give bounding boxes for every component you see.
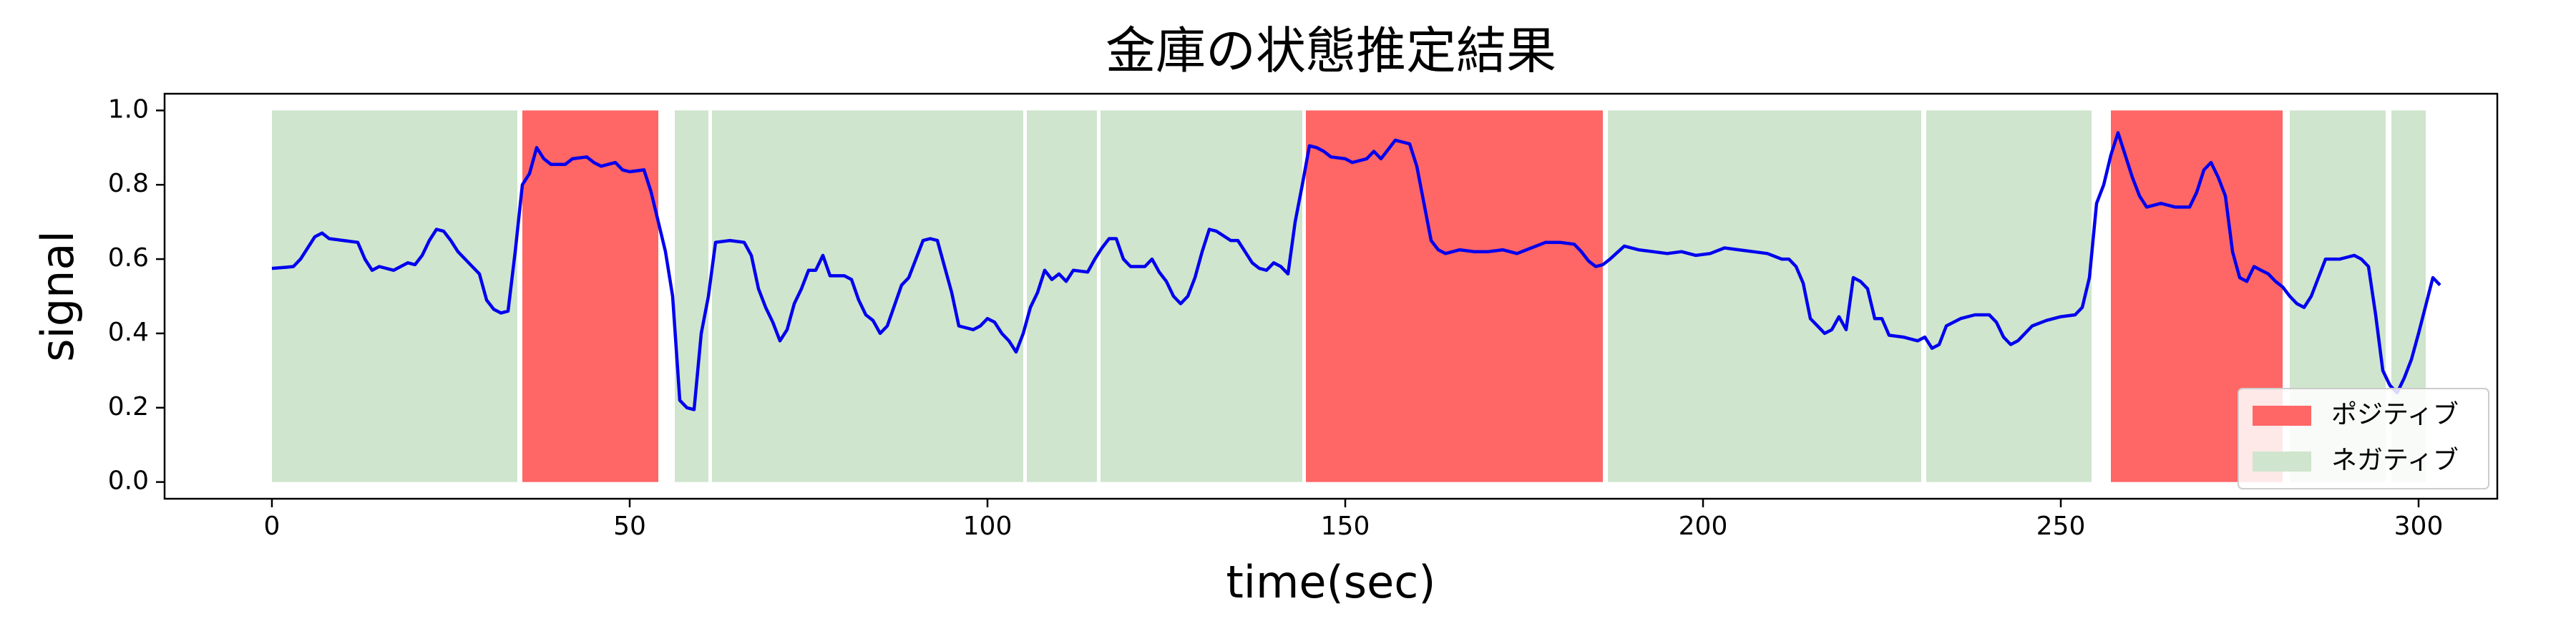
y-axis-label: signal <box>31 230 84 361</box>
span <box>1926 110 2092 482</box>
x-axis-label: time(sec) <box>1226 556 1436 608</box>
span <box>1608 110 1921 482</box>
y-tick-label: 0.0 <box>108 467 149 496</box>
span <box>522 110 658 482</box>
legend-label: ポジティブ <box>2331 400 2459 429</box>
x-tick-label: 50 <box>613 512 646 541</box>
x-tick-label: 250 <box>2036 512 2086 541</box>
x-tick-label: 200 <box>1679 512 1728 541</box>
span <box>675 110 708 482</box>
span <box>272 110 517 482</box>
span <box>1101 110 1302 482</box>
signal-line <box>271 131 2441 411</box>
legend-label: ネガティブ <box>2331 446 2459 475</box>
x-tick-label: 150 <box>1321 512 1370 541</box>
x-tick-label: 0 <box>264 512 280 541</box>
span <box>712 110 1023 482</box>
span <box>1306 110 1603 482</box>
chart-title: 金庫の状態推定結果 <box>1106 21 1556 80</box>
y-tick-label: 0.4 <box>108 318 149 347</box>
y-tick-label: 0.2 <box>108 392 149 421</box>
y-tick-label: 0.8 <box>108 169 149 198</box>
span <box>1027 110 1097 482</box>
legend-swatch <box>2253 406 2311 426</box>
x-tick-label: 300 <box>2394 512 2444 541</box>
x-tick-label: 100 <box>963 512 1013 541</box>
legend-swatch <box>2253 452 2311 472</box>
y-tick-label: 0.6 <box>108 243 149 273</box>
y-tick-label: 1.0 <box>108 94 149 124</box>
plot-frame <box>163 92 2499 500</box>
